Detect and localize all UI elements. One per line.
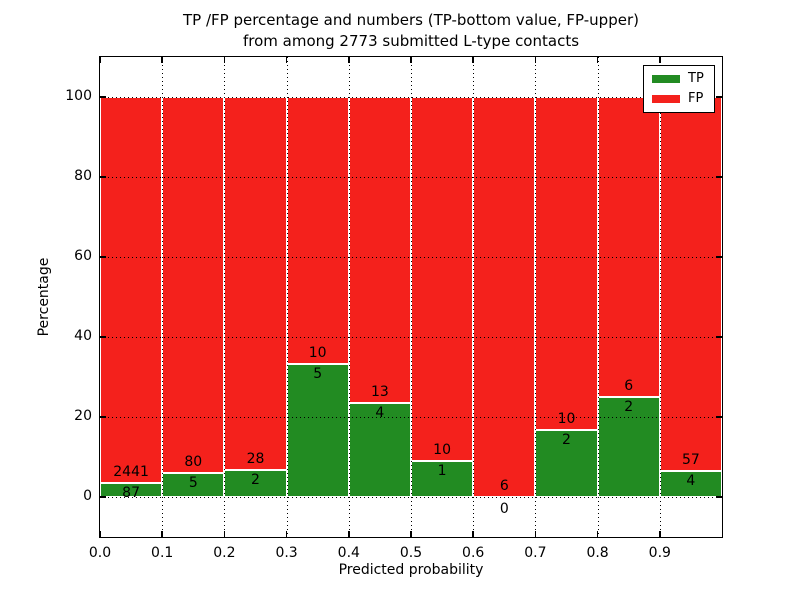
gridline-x-0.8 [597,57,599,537]
x-tick-label-0.0: 0.0 [88,545,112,561]
fp-count-label-bin-0: 2441 [113,464,149,481]
tp-count-label-bin-4: 4 [375,404,385,421]
y-tick-label-80: 80 [74,168,92,184]
y-tick-label-100: 100 [65,88,92,104]
bar-tp-bin-3 [286,363,349,497]
gridline-x-0.3 [286,57,288,537]
fp-count-label-bin-8: 6 [624,378,634,394]
legend: TP FP [643,65,715,113]
tp-count-label-bin-6: 0 [499,501,509,517]
gridline-x-0.2 [224,57,226,537]
bar-fp-bin-9 [659,97,722,471]
y-tick-label-40: 40 [74,328,92,344]
chart-title-line1: TP /FP percentage and numbers (TP-bottom… [183,11,639,29]
bar-fp-bin-1 [162,97,225,474]
fp-count-label-bin-3: 10 [308,344,327,361]
bar-tp-bin-8 [597,397,660,497]
gridline-x-0.1 [162,57,164,537]
tp-count-label-bin-7: 2 [562,432,571,449]
chart-title: TP /FP percentage and numbers (TP-bottom… [100,10,722,52]
gridline-x-0.4 [348,57,350,537]
x-axis-label: Predicted probability [338,562,484,578]
legend-entry-tp: TP [652,72,704,86]
bar-fp-bin-2 [224,97,287,471]
bar-fp-bin-8 [597,97,660,397]
fp-color-swatch [652,95,680,103]
tp-count-label-bin-8: 2 [624,399,634,415]
tp-count-label-bin-1: 5 [188,475,198,492]
tp-color-swatch [652,75,680,83]
legend-label-tp: TP [688,71,704,86]
x-tick-label-0.7: 0.7 [524,545,547,561]
fp-count-label-bin-4: 13 [370,383,389,400]
y-axis-label: Percentage [36,257,52,337]
legend-label-fp: FP [688,91,704,106]
tp-count-label-bin-9: 4 [686,472,696,489]
tp-count-label-bin-3: 5 [313,365,323,382]
x-tick-label-0.9: 0.9 [648,545,671,561]
chart-title-line2: from among 2773 submitted L-type contact… [242,32,580,50]
fp-count-label-bin-6: 6 [499,478,509,494]
fp-count-label-bin-2: 28 [246,451,265,468]
tp-count-label-bin-2: 2 [251,472,260,489]
y-tick-label-60: 60 [74,248,92,264]
bar-tp-bin-0 [100,483,163,497]
fp-count-label-bin-9: 57 [681,451,700,468]
bar-tp-bin-9 [659,470,722,497]
bar-fp-bin-5 [411,97,474,461]
y-tick-label-0: 0 [83,488,92,504]
x-tick-label-0.5: 0.5 [399,545,423,561]
gridline-x-0.9 [659,57,661,537]
bar-fp-bin-6 [473,97,536,497]
x-tick-label-0.4: 0.4 [337,545,360,561]
tp-count-label-bin-5: 1 [437,462,447,479]
gridline-x-0.6 [473,57,475,537]
x-tick-label-0.2: 0.2 [213,545,236,561]
gridline-x-0.5 [411,57,412,537]
fp-count-label-bin-1: 80 [184,454,203,471]
bar-fp-bin-0 [100,97,163,484]
x-tick-label-0.8: 0.8 [586,545,609,561]
x-tick-label-0.3: 0.3 [275,545,298,561]
bar-tp-bin-2 [224,470,287,497]
y-tick-label-20: 20 [74,408,92,424]
bar-fp-bin-7 [535,97,598,431]
bar-fp-bin-3 [286,97,349,364]
plot-area: TP FP 2441 87 80 5 28 2 10 5 13 4 10 1 6 0 10 2 6 2 57 4 0.0… [65,55,723,561]
bar-fp-bin-4 [348,97,411,403]
tp-count-label-bin-0: 87 [122,485,140,502]
x-tick-label-0.6: 0.6 [462,545,485,561]
x-tick-label-0.1: 0.1 [151,545,174,561]
fp-count-label-bin-5: 10 [433,441,451,458]
fp-count-label-bin-7: 10 [557,411,576,428]
gridline-x-0.7 [535,57,537,537]
legend-entry-fp: FP [652,92,704,106]
